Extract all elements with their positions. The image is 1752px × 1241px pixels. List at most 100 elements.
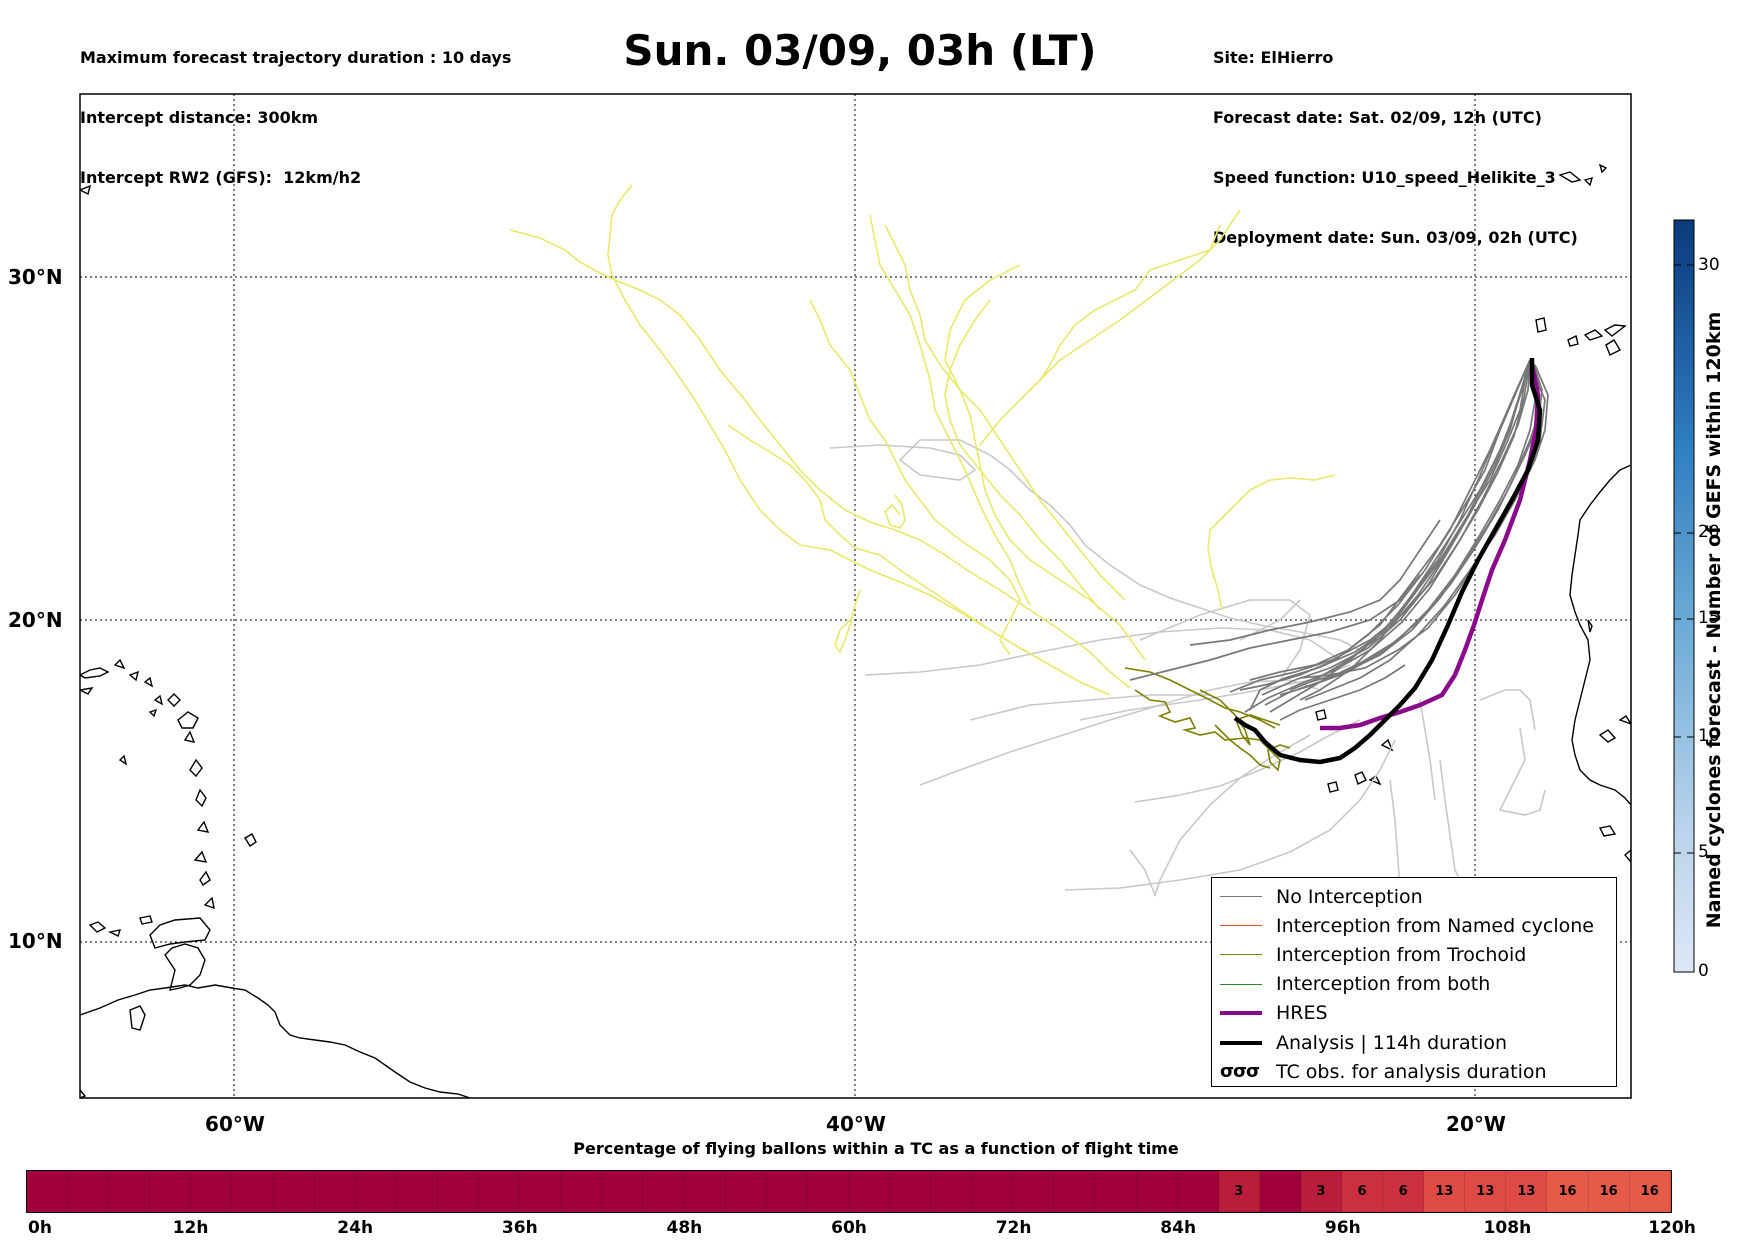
percentage-bar-tick-label: 96h [1324, 1218, 1361, 1238]
intercept-rw2-text: Intercept RW2 (GFS): 12km/h2 [80, 168, 362, 187]
colorbar-tick-5: 5 [1698, 842, 1709, 862]
percentage-bar-segment: 13 [1465, 1171, 1507, 1212]
coastlines [80, 163, 1631, 1098]
percentage-bar-title: Percentage of flying ballons within a TC… [573, 1139, 1179, 1158]
header-info-left: Maximum forecast trajectory duration : 1… [80, 8, 511, 208]
legend-item-both: Interception from both [1212, 970, 1616, 999]
legend-item-named-cyclone: Interception from Named cyclone [1212, 911, 1616, 940]
percentage-bar-tick-label: 36h [501, 1218, 538, 1238]
percentage-bar-segment [889, 1171, 932, 1212]
percentage-bar-tick-label: 108h [1483, 1218, 1532, 1238]
colorbar-tick-0: 0 [1698, 961, 1709, 981]
percentage-bar-tick-label: 72h [995, 1218, 1032, 1238]
percentage-bar-segment: 16 [1629, 1171, 1671, 1212]
percentage-bar-segment: 6 [1342, 1171, 1384, 1212]
legend-item-analysis: Analysis | 114h duration [1212, 1028, 1616, 1057]
forecast-date-text: Forecast date: Sat. 02/09, 12h (UTC) [1213, 108, 1542, 127]
legend-item-tc-obs: σσσ TC obs. for analysis duration [1212, 1057, 1616, 1086]
header-info-right: Site: ElHierro Forecast date: Sat. 02/09… [1213, 8, 1578, 268]
legend-swatch [1220, 954, 1262, 956]
tc-symbol-icon: σσσ [1220, 1061, 1260, 1083]
percentage-bar-segment [643, 1171, 685, 1212]
percentage-bar-segment [848, 1171, 890, 1212]
page-title: Sun. 03/09, 03h (LT) [623, 26, 1097, 75]
legend-label: HRES [1276, 1002, 1328, 1025]
map-legend: No Interception Interception from Named … [1211, 877, 1617, 1087]
max-duration-text: Maximum forecast trajectory duration : 1… [80, 48, 512, 67]
percentage-bar-segment [972, 1171, 1014, 1212]
percentage-bar-segment [355, 1171, 397, 1212]
lat-label-30n: 30°N [8, 265, 63, 289]
colorbar-tick-20: 20 [1698, 522, 1720, 542]
percentage-bar-segment [1095, 1171, 1137, 1212]
legend-item-hres: HRES [1212, 999, 1616, 1028]
trajectories-yellow [509, 184, 1336, 696]
percentage-bar-segment [766, 1171, 808, 1212]
percentage-bar-segment [684, 1171, 726, 1212]
legend-label: Interception from Trochoid [1276, 943, 1527, 966]
percentage-bar-segment [1177, 1171, 1219, 1212]
percentage-bar-segment [396, 1171, 438, 1212]
percentage-bar-segment [68, 1171, 110, 1212]
map-frame [79, 93, 1632, 1099]
percentage-bar-segment [1013, 1171, 1055, 1212]
percentage-bar-segment: 13 [1424, 1171, 1466, 1212]
legend-label: No Interception [1276, 885, 1423, 908]
colorbar-tick-10: 10 [1698, 726, 1720, 746]
percentage-bar-segment [314, 1171, 356, 1212]
legend-label: Interception from both [1276, 973, 1491, 996]
trajectories-trochoid [1124, 667, 1291, 772]
legend-swatch [1220, 925, 1262, 927]
deployment-date-text: Deployment date: Sun. 03/09, 02h (UTC) [1213, 228, 1578, 247]
colorbar-tick-30: 30 [1698, 255, 1720, 275]
percentage-bar-tick-label: 0h [28, 1218, 52, 1238]
percentage-bar-segment [1054, 1171, 1096, 1212]
lat-label-10n: 10°N [8, 929, 63, 953]
legend-swatch [1220, 1040, 1262, 1045]
percentage-bar-segment [479, 1171, 521, 1212]
trajectories-light [829, 439, 1546, 898]
percentage-bar-segment [725, 1171, 767, 1212]
percentage-bar-tick-label: 24h [337, 1218, 374, 1238]
percentage-bar-segment [520, 1171, 562, 1212]
site-text: Site: ElHierro [1213, 48, 1334, 67]
percentage-bar-segment [191, 1171, 233, 1212]
percentage-bar-segment [109, 1171, 151, 1212]
lon-label-40w: 40°W [826, 1112, 886, 1136]
legend-label: Analysis | 114h duration [1276, 1031, 1508, 1054]
percentage-bar-segment [27, 1171, 69, 1212]
legend-label: TC obs. for analysis duration [1276, 1060, 1547, 1083]
percentage-bar-segment: 3 [1218, 1171, 1260, 1212]
percentage-bar-tick-label: 84h [1160, 1218, 1197, 1238]
colorbar [1673, 219, 1695, 973]
percentage-bar-segment [437, 1171, 480, 1212]
legend-swatch [1220, 896, 1262, 898]
colorbar-ticks [1674, 264, 1694, 854]
colorbar-tick-15: 15 [1698, 608, 1720, 628]
percentage-bar-segment [273, 1171, 315, 1212]
intercept-distance-text: Intercept distance: 300km [80, 108, 319, 127]
percentage-bar-segment [807, 1171, 849, 1212]
legend-swatch [1220, 1011, 1262, 1016]
percentage-bar-segment: 16 [1588, 1171, 1630, 1212]
percentage-bar-tick-label: 120h [1648, 1218, 1696, 1238]
percentage-bar-tick-label: 12h [172, 1218, 209, 1238]
percentage-bar-segment [232, 1171, 274, 1212]
percentage-bar-segment [931, 1171, 973, 1212]
colorbar-title: Named cyclones forecast - Number of GEFS… [1703, 311, 1725, 929]
percentage-bar-segment [1259, 1171, 1301, 1212]
analysis-trajectory [1233, 358, 1543, 765]
percentage-bar-tick-label: 48h [666, 1218, 703, 1238]
percentage-bar-segment [1136, 1171, 1178, 1212]
speed-function-text: Speed function: U10_speed_Helikite_3 [1213, 168, 1556, 187]
percentage-bar-segment: 6 [1383, 1171, 1425, 1212]
legend-label: Interception from Named cyclone [1276, 914, 1594, 937]
percentage-bar: 3 3 6 6 13 13 13 16 16 16 [26, 1170, 1672, 1213]
legend-item-trochoid: Interception from Trochoid [1212, 940, 1616, 969]
percentage-bar-segment: 13 [1506, 1171, 1548, 1212]
trajectories-no-interception [1129, 359, 1549, 721]
lon-label-60w: 60°W [205, 1112, 265, 1136]
lat-label-20n: 20°N [8, 608, 63, 632]
percentage-bar-segment [602, 1171, 644, 1212]
percentage-bar-segment [561, 1171, 603, 1212]
